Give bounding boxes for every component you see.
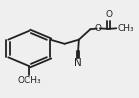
Text: O: O bbox=[95, 24, 102, 33]
Text: CH₃: CH₃ bbox=[117, 24, 134, 33]
Text: N: N bbox=[74, 58, 82, 69]
Text: OCH₃: OCH₃ bbox=[18, 76, 41, 85]
Text: O: O bbox=[105, 10, 112, 20]
